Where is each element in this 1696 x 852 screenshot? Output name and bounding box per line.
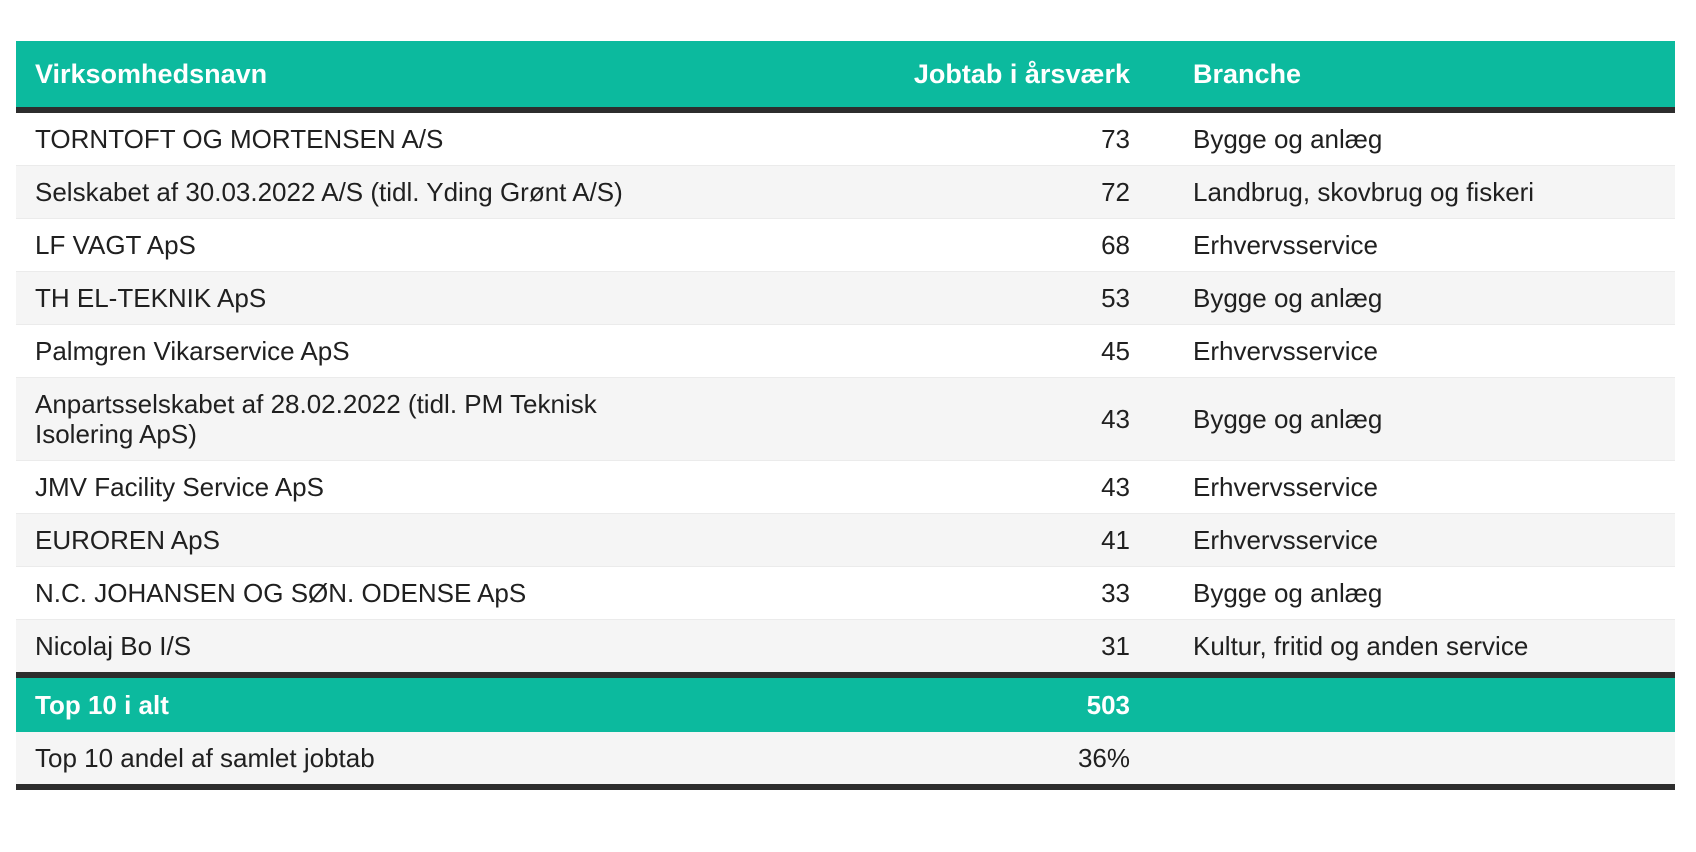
jobtab-cell: 43 (636, 377, 1162, 461)
jobtab-cell: 33 (636, 566, 1162, 620)
jobtab-cell: 31 (636, 619, 1162, 675)
table-row: Anpartsselskabet af 28.02.2022 (tidl. PM… (16, 377, 1675, 461)
branche-cell: Erhvervsservice (1162, 218, 1675, 272)
table-row: EUROREN ApS 41 Erhvervsservice (16, 513, 1675, 567)
table-row: Nicolaj Bo I/S 31 Kultur, fritid og ande… (16, 619, 1675, 675)
share-branche-cell (1162, 732, 1675, 790)
table-row: Selskabet af 30.03.2022 A/S (tidl. Yding… (16, 165, 1675, 219)
company-name-cell: Selskabet af 30.03.2022 A/S (tidl. Yding… (16, 165, 636, 219)
branche-cell: Erhvervsservice (1162, 513, 1675, 567)
share-label: Top 10 andel af samlet jobtab (16, 732, 636, 790)
column-header-virksomhedsnavn: Virksomhedsnavn (16, 41, 636, 113)
branche-cell: Bygge og anlæg (1162, 271, 1675, 325)
total-label: Top 10 i alt (16, 672, 636, 732)
branche-cell: Kultur, fritid og anden service (1162, 619, 1675, 675)
company-name-cell: Palmgren Vikarservice ApS (16, 324, 636, 378)
branche-cell: Landbrug, skovbrug og fiskeri (1162, 165, 1675, 219)
total-branche-cell (1162, 672, 1675, 732)
table-row: Palmgren Vikarservice ApS 45 Erhvervsser… (16, 324, 1675, 378)
jobtab-cell: 41 (636, 513, 1162, 567)
table-body: TORNTOFT OG MORTENSEN A/S 73 Bygge og an… (16, 110, 1675, 675)
table-row: N.C. JOHANSEN OG SØN. ODENSE ApS 33 Bygg… (16, 566, 1675, 620)
jobtab-cell: 68 (636, 218, 1162, 272)
branche-cell: Erhvervsservice (1162, 324, 1675, 378)
table-header: Virksomhedsnavn Jobtab i årsværk Branche (16, 41, 1675, 113)
branche-cell: Bygge og anlæg (1162, 377, 1675, 461)
table-row: TORNTOFT OG MORTENSEN A/S 73 Bygge og an… (16, 110, 1675, 166)
jobtab-cell: 53 (636, 271, 1162, 325)
company-name-cell: TORNTOFT OG MORTENSEN A/S (16, 110, 636, 166)
company-name-cell: EUROREN ApS (16, 513, 636, 567)
total-row: Top 10 i alt 503 (16, 672, 1675, 732)
table-row: LF VAGT ApS 68 Erhvervsservice (16, 218, 1675, 272)
jobtab-cell: 72 (636, 165, 1162, 219)
jobtab-table-container: Virksomhedsnavn Jobtab i årsværk Branche… (16, 41, 1675, 790)
table-footer: Top 10 i alt 503 Top 10 andel af samlet … (16, 672, 1675, 790)
branche-cell: Erhvervsservice (1162, 460, 1675, 514)
header-row: Virksomhedsnavn Jobtab i årsværk Branche (16, 41, 1675, 113)
share-row: Top 10 andel af samlet jobtab 36% (16, 732, 1675, 790)
column-header-branche: Branche (1162, 41, 1675, 113)
jobtab-cell: 73 (636, 110, 1162, 166)
company-name-cell: Nicolaj Bo I/S (16, 619, 636, 675)
table-row: TH EL-TEKNIK ApS 53 Bygge og anlæg (16, 271, 1675, 325)
jobtab-table: Virksomhedsnavn Jobtab i årsværk Branche… (16, 41, 1675, 790)
company-name-cell: N.C. JOHANSEN OG SØN. ODENSE ApS (16, 566, 636, 620)
branche-cell: Bygge og anlæg (1162, 110, 1675, 166)
company-name-cell: JMV Facility Service ApS (16, 460, 636, 514)
column-header-jobtab: Jobtab i årsværk (636, 41, 1162, 113)
total-value: 503 (636, 672, 1162, 732)
table-row: JMV Facility Service ApS 43 Erhvervsserv… (16, 460, 1675, 514)
company-name-cell: LF VAGT ApS (16, 218, 636, 272)
jobtab-cell: 45 (636, 324, 1162, 378)
company-name-cell: Anpartsselskabet af 28.02.2022 (tidl. PM… (16, 377, 636, 461)
branche-cell: Bygge og anlæg (1162, 566, 1675, 620)
company-name-cell: TH EL-TEKNIK ApS (16, 271, 636, 325)
jobtab-cell: 43 (636, 460, 1162, 514)
share-value: 36% (636, 732, 1162, 790)
